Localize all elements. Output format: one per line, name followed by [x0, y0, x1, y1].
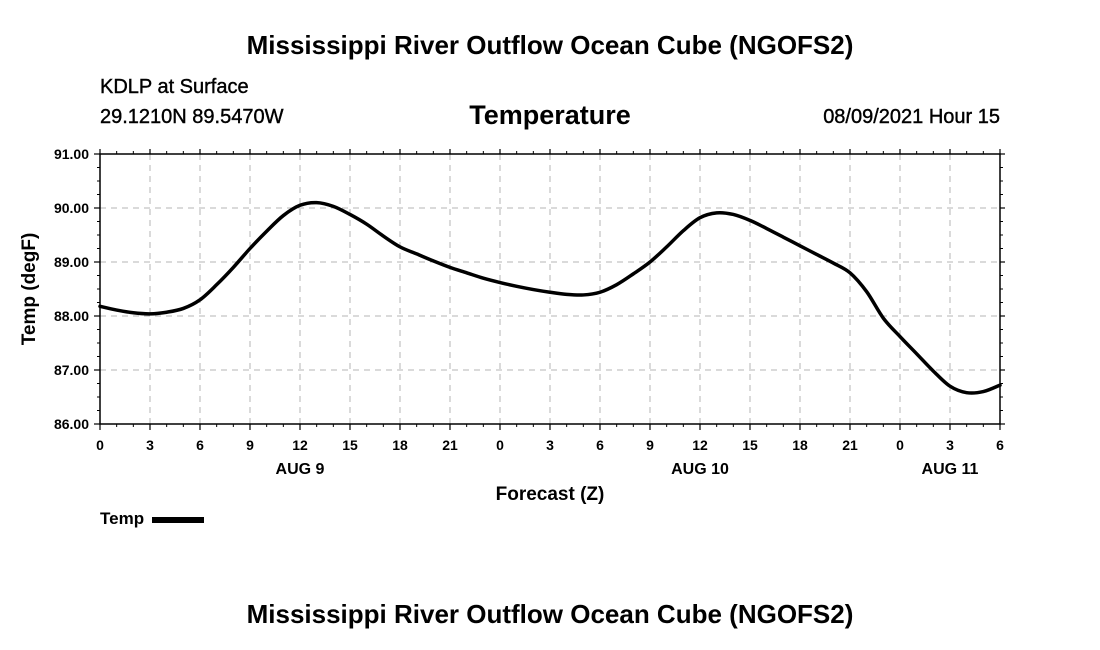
x-tick-label: 12 [292, 437, 308, 453]
station-label: KDLP at Surface [100, 76, 249, 98]
x-tick-label: 9 [246, 437, 254, 453]
x-tick-label: 18 [392, 437, 408, 453]
date-label: AUG 11 [922, 461, 979, 478]
page-title: Mississippi River Outflow Ocean Cube (NG… [246, 30, 854, 60]
x-tick-label: 21 [442, 437, 458, 453]
date-label: AUG 10 [671, 461, 729, 478]
legend: Temp [100, 509, 205, 529]
x-tick-label: 18 [792, 437, 808, 453]
x-tick-label: 12 [692, 437, 708, 453]
y-tick-label: 86.00 [54, 416, 89, 432]
y-tick-label: 87.00 [54, 362, 89, 378]
x-tick-label: 6 [996, 437, 1004, 453]
x-axis-label: Forecast (Z) [496, 484, 605, 505]
x-tick-label: 15 [342, 437, 358, 453]
y-axis-label: Temp (degF) [19, 233, 40, 346]
station-coordinates: 29.1210N 89.5470W [100, 106, 284, 128]
x-tick-label: 15 [742, 437, 758, 453]
x-tick-label: 9 [646, 437, 654, 453]
grid-lines [100, 154, 1000, 424]
legend-line-swatch [152, 517, 205, 523]
chart-title: Temperature [469, 100, 631, 130]
y-tick-label: 88.00 [54, 308, 89, 324]
x-tick-label: 0 [96, 437, 104, 453]
x-tick-label: 0 [496, 437, 504, 453]
forecast-datetime: 08/09/2021 Hour 15 [823, 106, 1000, 128]
y-tick-label: 91.00 [54, 146, 89, 162]
legend-label: Temp [100, 509, 145, 528]
date-label: AUG 9 [276, 461, 325, 478]
y-tick-label: 89.00 [54, 254, 89, 270]
x-tick-label: 21 [842, 437, 858, 453]
x-tick-label: 6 [196, 437, 204, 453]
x-tick-label: 3 [546, 437, 554, 453]
x-axis-ticks: 0 3 6 9 12 15 18 21 0 3 6 9 12 15 18 21 0 3 6 [96, 149, 1004, 453]
x-tick-label: 3 [146, 437, 154, 453]
temp-series-line [98, 200, 1002, 395]
y-tick-label: 90.00 [54, 200, 89, 216]
x-tick-label: 6 [596, 437, 604, 453]
footer-title: Mississippi River Outflow Ocean Cube (NG… [246, 599, 854, 629]
x-tick-label: 3 [946, 437, 954, 453]
x-tick-label: 0 [896, 437, 904, 453]
y-axis-ticks: 86.00 87.00 88.00 89.00 90.00 91.00 [54, 146, 1005, 432]
date-labels: AUG 9 AUG 10 AUG 11 [276, 461, 979, 478]
